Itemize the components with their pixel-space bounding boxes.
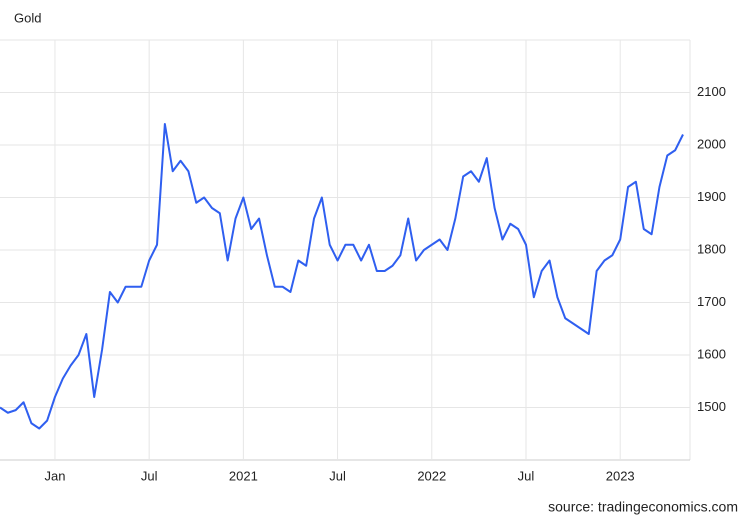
y-tick-label: 1500	[697, 399, 726, 414]
x-tick-label: Jul	[141, 468, 158, 483]
chart-title: Gold	[14, 10, 41, 25]
y-tick-label: 1800	[697, 241, 726, 256]
x-tick-label: 2022	[417, 468, 446, 483]
x-tick-label: Jul	[518, 468, 535, 483]
y-tick-label: 1700	[697, 294, 726, 309]
x-tick-label: 2023	[606, 468, 635, 483]
x-tick-label: 2021	[229, 468, 258, 483]
y-tick-label: 1900	[697, 189, 726, 204]
source: source: tradingeconomics.com	[548, 499, 738, 515]
x-tick-label: Jan	[44, 468, 65, 483]
x-tick-label: Jul	[329, 468, 346, 483]
y-tick-label: 1600	[697, 346, 726, 361]
y-tick-label: 2000	[697, 136, 726, 151]
y-tick-label: 2100	[697, 84, 726, 99]
price-line	[0, 123, 684, 430]
